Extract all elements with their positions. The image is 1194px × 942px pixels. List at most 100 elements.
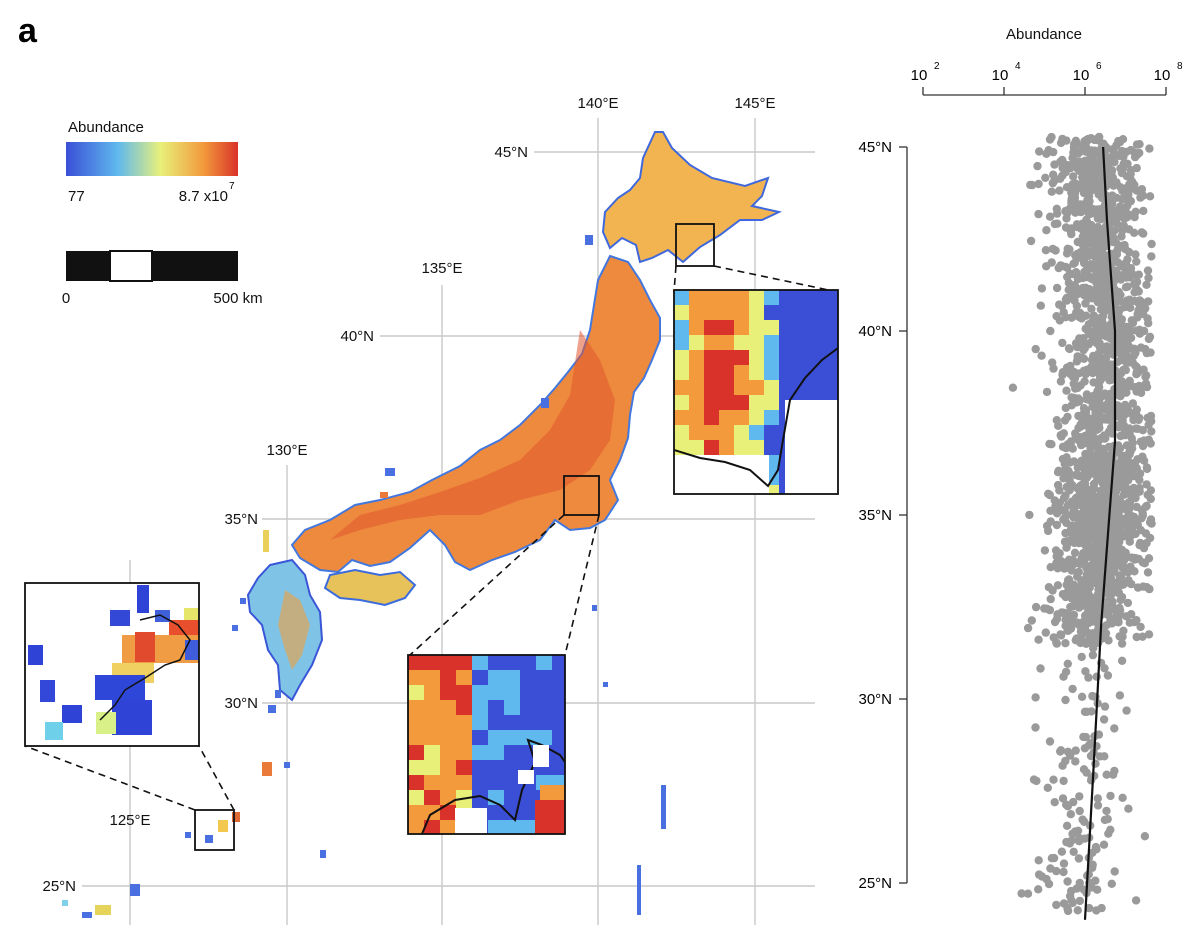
scatter-point [1046,563,1055,572]
scatter-point [1090,392,1099,401]
scatter-point [1104,636,1113,645]
scatter-point [1061,615,1070,624]
scatter-point [1034,856,1043,865]
scatter-point [1134,307,1143,316]
scatter-point [1042,226,1051,235]
legend-max-exponent: 7 [229,181,235,192]
legend-max-label: 8.7 x10 [179,188,228,205]
scatter-point [1063,659,1073,668]
scatter-point [1114,370,1124,379]
scatter-point [1116,527,1125,537]
scatter-point [1068,898,1077,908]
scatter-point [1092,253,1101,262]
scatter-point [1115,305,1125,314]
scatter-point [1114,410,1124,419]
scatter-point [1059,609,1069,618]
scatter-point [1100,815,1110,825]
scatter-point [1132,370,1141,379]
scatter-point [1071,339,1081,348]
scatter-point [1031,693,1040,702]
scatter-point [1139,365,1148,374]
scatter-point [1110,867,1119,876]
scatter-point [1093,409,1103,418]
scatter-point [1107,360,1116,369]
scatter-point [1105,389,1115,399]
scatter-point [1121,565,1130,575]
scatter-point [1074,837,1084,846]
scatter-point [1094,585,1103,594]
inset-leaders [24,265,839,811]
scatter-point [1096,305,1106,314]
scatter-point [1067,224,1076,233]
scatter-point [1073,383,1082,393]
lon-label-135: 135°E [421,260,462,277]
scatter-point [1118,226,1127,235]
scatter-point [1072,357,1082,366]
lon-label-140: 140°E [577,95,618,112]
scatter-point [1138,558,1148,567]
scatter-point [1147,519,1156,528]
scatter-point [1047,854,1057,863]
japan-abundance-map [62,131,783,918]
lat-label-45: 45°N [494,144,528,161]
scatter-point [1057,847,1067,856]
scatter-point [1075,806,1084,816]
inset-tokyo [407,654,566,835]
scatter-point [1117,656,1127,665]
scatter-point [1082,707,1091,716]
scatter-point [1075,896,1085,906]
scatter-point [1064,278,1074,288]
scatter-point [1087,571,1096,581]
scatter-point [1031,344,1040,354]
scatter-point [1041,246,1051,255]
scale-bar: 0 500 km [62,250,263,307]
scatter-point [1100,702,1110,711]
y-axis: 25°N 30°N 35°N 40°N 45°N [858,139,908,892]
scatter-point [1057,432,1066,441]
scatter-point [1131,361,1140,370]
scatter-point [1093,339,1102,348]
scatter-point [1068,480,1077,490]
scatter-point [1081,667,1090,676]
scatter-point [1072,493,1082,502]
scatter-point [1089,643,1098,653]
scatter-point [1119,580,1128,589]
scatter-point [1123,282,1132,291]
scatter-point [1037,284,1047,293]
legend-min-label: 77 [68,188,85,205]
scatter-point [1084,618,1093,628]
scatter-points [1008,132,1156,916]
scatter-point [1080,590,1090,600]
scatter-point [1138,426,1148,435]
lat-label-25: 25°N [42,878,76,895]
scatter-point [1078,439,1088,449]
scatter-point [1139,206,1148,216]
scatter-point [1139,543,1149,553]
scatter-point [1071,251,1080,260]
inset-hokkaido-frame [673,289,839,495]
map-legend: Abundance 77 8.7 x10 7 [66,119,238,205]
scatter-point [1135,296,1145,305]
scatter-point [1062,363,1072,372]
scatter-point [1052,283,1062,293]
scatter-point [1058,370,1067,380]
scatter-point [1143,490,1152,500]
abundance-latitude-scatter: Abundance 10 2 10 4 10 6 10 8 25°N 30°N 35°N 40°N 4… [858,26,1183,920]
scatter-point [1027,616,1037,625]
scatter-point [1082,215,1091,224]
scatter-point [1135,475,1144,485]
scatter-point [1093,368,1103,377]
x-axis-title: Abundance [1006,26,1082,43]
scatter-point [1085,506,1094,515]
scatter-point [1079,354,1089,363]
scatter-point [1087,521,1097,531]
scatter-point [1095,132,1104,142]
scatter-point [1062,800,1071,809]
scatter-point [1122,467,1131,476]
scatter-point [1136,437,1145,446]
scatter-point [1040,546,1050,555]
scatter-point [1087,304,1096,313]
scatter-point [1048,244,1058,254]
scatter-point [1087,355,1097,365]
scatter-point [1074,312,1084,322]
